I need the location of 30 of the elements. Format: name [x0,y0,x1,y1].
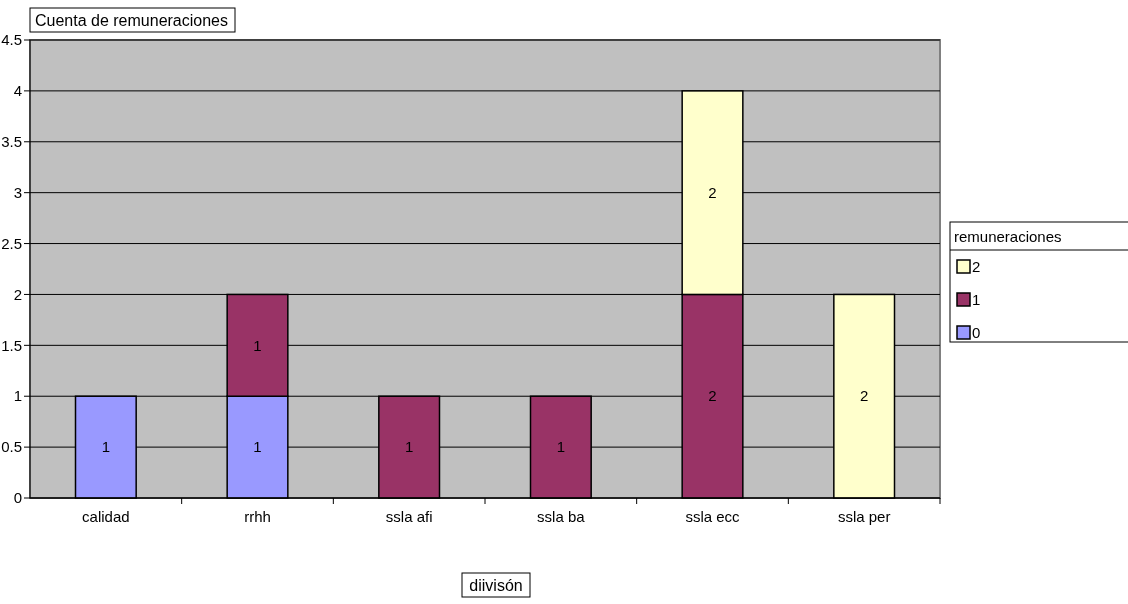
data-label: 2 [708,183,717,201]
y-tick-label: 2 [13,285,22,303]
legend-title: remuneraciones [954,228,1062,245]
y-tick-label: 4 [13,82,22,100]
y-tick-label: 2.5 [1,234,22,252]
data-label: 1 [101,438,111,456]
chart-title: Cuenta de remuneraciones [35,12,229,29]
data-label: 1 [556,438,566,456]
data-label: 1 [253,438,262,456]
x-tick-label: ssla ba [537,508,586,525]
data-label: 1 [404,438,414,456]
legend-label: 0 [972,324,981,341]
y-tick-label: 4.5 [1,31,22,49]
legend-label: 1 [972,291,981,308]
data-label: 2 [859,387,869,405]
y-tick-label: 3.5 [1,133,22,151]
x-tick-label: ssla per [837,508,891,525]
data-label: 1 [253,336,262,354]
x-tick-label: ssla afi [385,508,433,525]
y-tick-label: 0 [13,489,22,507]
x-tick-label: ssla ecc [685,508,741,525]
x-tick-label: rrhh [244,508,271,525]
x-tick-label: calidad [82,508,130,525]
y-tick-label: 3 [13,183,22,201]
y-tick-label: 1 [13,387,22,405]
y-tick-label: 0.5 [1,438,22,456]
legend-label: 2 [972,258,981,275]
data-label: 2 [708,387,717,405]
x-axis-title: diivisón [469,577,523,594]
y-tick-label: 1.5 [1,336,22,354]
